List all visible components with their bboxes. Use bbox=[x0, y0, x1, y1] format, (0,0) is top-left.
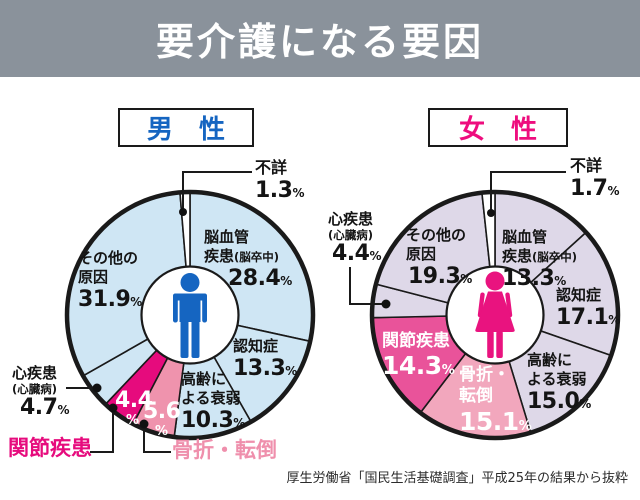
title-banner: 要介護になる要因 bbox=[0, 0, 640, 77]
female-label-other: その他の 原因 19.3% bbox=[406, 226, 472, 289]
female-pie-outer-ring bbox=[369, 189, 621, 441]
source-attribution: 厚生労働省「国民生活基礎調査」平成25年の結果から抜粋 bbox=[286, 471, 628, 486]
male-fracture-callout: 骨折・転倒 bbox=[172, 438, 277, 462]
male-header-label: 男 性 bbox=[146, 115, 225, 145]
male-label-fracture-value: 5.6 % bbox=[143, 399, 181, 440]
male-leader-dots bbox=[92, 208, 187, 429]
male-label-stroke: 脳血管 疾患(脳卒中) 28.4% bbox=[204, 228, 292, 291]
page-title: 要介護になる要因 bbox=[155, 20, 484, 64]
male-pie-overlay bbox=[64, 189, 316, 441]
female-pie-overlay bbox=[369, 189, 621, 441]
male-leader-lines bbox=[66, 171, 252, 453]
male-heart-leader-dot bbox=[92, 383, 102, 393]
female-label-joint: 関節疾患 14.3% bbox=[382, 331, 455, 381]
male-label-unknown: 不詳 1.3% bbox=[255, 158, 305, 203]
female-heart-leader-dot bbox=[381, 299, 391, 309]
male-unknown-leader-dot bbox=[179, 208, 187, 216]
female-label-stroke: 脳血管 疾患(脳卒中) 13.3% bbox=[502, 228, 578, 291]
female-heart-leader-line bbox=[349, 267, 383, 305]
female-label-dementia: 認知症 17.1% bbox=[556, 286, 620, 330]
male-header-box: 男 性 bbox=[118, 108, 254, 147]
female-leader-lines bbox=[349, 171, 566, 305]
female-leader-dots bbox=[381, 209, 495, 309]
female-header-box: 女 性 bbox=[428, 108, 568, 147]
male-unknown-leader-line bbox=[182, 171, 252, 209]
male-fracture-leader-line bbox=[143, 426, 171, 453]
male-label-frailty: 高齢に よる衰弱 10.3% bbox=[181, 370, 245, 433]
female-header-label: 女 性 bbox=[458, 115, 537, 145]
female-unknown-leader-dot bbox=[487, 209, 495, 217]
female-unknown-leader-line bbox=[490, 171, 566, 210]
male-figure-icon bbox=[173, 273, 207, 358]
female-label-fracture: 骨折・ 転倒 15.1% bbox=[459, 365, 532, 436]
female-label-frailty: 高齢に よる衰弱 15.0% bbox=[527, 351, 591, 414]
male-joint-callout: 関節疾患 bbox=[8, 436, 92, 460]
male-pie-outer-ring bbox=[64, 189, 316, 441]
female-label-unknown: 不詳 1.7% bbox=[570, 156, 620, 201]
male-fracture-leader-dot bbox=[139, 419, 149, 429]
male-joint-leader-line bbox=[90, 410, 114, 453]
female-figure-icon bbox=[475, 271, 515, 358]
male-label-other: その他の 原因 31.9% bbox=[78, 249, 142, 312]
female-label-heart: 心疾患 (心臓病) 4.4% bbox=[328, 210, 382, 267]
male-label-joint-value: 4.4 % bbox=[115, 388, 153, 429]
male-label-heart: 心疾患 (心臓病) 4.7% bbox=[12, 364, 70, 421]
male-label-dementia: 認知症 13.3% bbox=[233, 337, 297, 381]
male-joint-leader-dot bbox=[108, 403, 118, 413]
